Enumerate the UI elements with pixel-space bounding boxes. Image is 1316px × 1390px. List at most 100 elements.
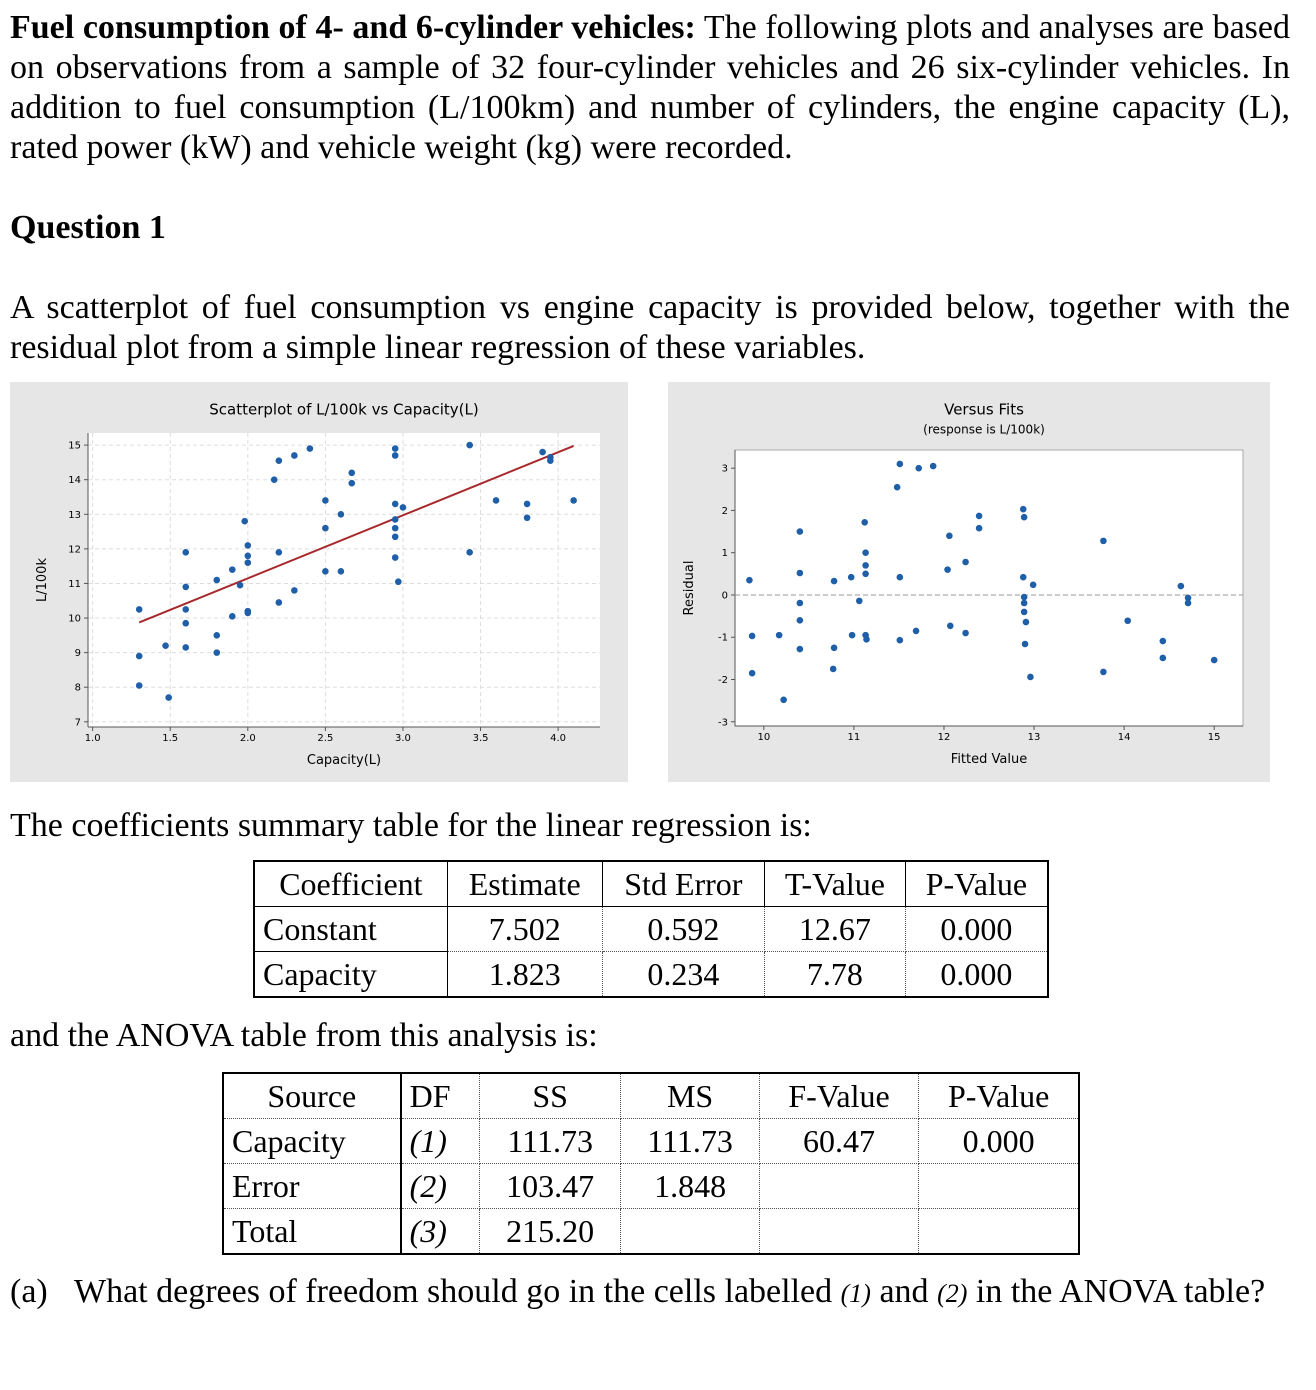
y-axis-label: L/100k [35, 558, 50, 602]
point [1020, 608, 1028, 616]
part-a-text: What degrees of freedom should go in the… [74, 1273, 841, 1310]
x-tick-label: 11 [848, 732, 861, 743]
point [896, 636, 904, 644]
point [391, 533, 399, 541]
point [1019, 573, 1027, 581]
point [748, 669, 756, 677]
plot-area [734, 449, 1244, 727]
point [1019, 505, 1027, 513]
y-tick-label: 1 [722, 548, 728, 559]
point [395, 578, 402, 586]
x-tick-label: 2.5 [317, 733, 333, 744]
point [275, 457, 283, 464]
y-tick-label: 7 [75, 717, 81, 728]
y-tick-label: 11 [68, 579, 81, 590]
x-tick-label: 14 [1118, 732, 1131, 743]
y-tick-label: 13 [68, 510, 81, 521]
point [775, 631, 783, 639]
point [1210, 656, 1218, 664]
point [893, 483, 901, 491]
y-tick-label: -1 [718, 633, 728, 644]
intro: Fuel consumption of 4- and 6-cylinder ve… [10, 8, 1290, 168]
x-tick-label: 3.5 [473, 733, 489, 744]
cell: 7.78 [764, 951, 906, 998]
point [182, 583, 190, 591]
point [862, 570, 869, 578]
point [348, 479, 356, 487]
cell: Total [222, 1208, 402, 1255]
y-tick-label: 2 [722, 506, 728, 517]
header-cell: Std Error [601, 860, 766, 907]
cell: 0.234 [601, 951, 766, 998]
intro-text: The following plots and analyses are bas… [10, 9, 1291, 166]
point [796, 645, 804, 653]
point [244, 559, 252, 567]
point [391, 524, 399, 532]
point [466, 549, 473, 556]
point [135, 652, 143, 660]
point [228, 613, 236, 620]
point [322, 497, 329, 504]
point [862, 562, 869, 569]
cell: 7.502 [446, 906, 603, 952]
x-tick-label: 3.0 [395, 733, 411, 744]
point [492, 497, 500, 504]
part-a-label: (a) [10, 1273, 48, 1310]
point [322, 568, 329, 575]
point [830, 577, 838, 585]
point [1184, 599, 1192, 607]
point [391, 554, 399, 561]
point [929, 462, 937, 470]
point [1159, 654, 1167, 662]
header-cell: P-Value [904, 860, 1049, 907]
point [391, 500, 399, 508]
point [236, 581, 244, 589]
x-tick-label: 10 [757, 732, 770, 743]
y-tick-label: 10 [68, 614, 81, 625]
point [796, 569, 804, 577]
part-a-text: in the ANOVA table? [967, 1273, 1266, 1310]
point [275, 599, 283, 606]
coefficients-table: Coefficient Estimate Std Error T-Value P-Val… [253, 860, 1049, 998]
empty-cell [918, 1208, 1080, 1255]
fit-line [138, 444, 575, 624]
point [213, 649, 221, 656]
point [1022, 618, 1030, 626]
point [182, 619, 190, 627]
point [1029, 581, 1037, 589]
point [182, 549, 190, 556]
point [1100, 537, 1107, 545]
y-tick-label: -3 [718, 717, 728, 728]
part-a-text: and [870, 1273, 938, 1310]
point [1184, 594, 1192, 602]
point [244, 542, 252, 549]
point [962, 558, 969, 566]
empty-cell [758, 1163, 920, 1209]
point [391, 445, 399, 452]
point [1177, 582, 1185, 590]
point [1159, 637, 1167, 645]
row: Constant 7.502 0.592 12.67 0.000 [253, 906, 1049, 952]
point [244, 552, 252, 560]
cell: Constant [253, 906, 448, 952]
point [1020, 599, 1028, 607]
x-tick-label: 4.0 [550, 733, 566, 744]
cell: Error [222, 1163, 402, 1209]
cell: (3) [400, 1208, 480, 1255]
coefficients-intro: The coefficients summary table for the l… [10, 807, 812, 844]
point [1020, 513, 1028, 521]
header-cell: T-Value [764, 860, 906, 907]
residual-plot: Versus Fits(response is L/100k)10 11 12 13 1… [668, 382, 1270, 782]
point [182, 606, 190, 613]
point [391, 452, 399, 459]
y-tick-label: 14 [68, 475, 81, 486]
cell: 111.73 [620, 1118, 760, 1164]
point [796, 617, 804, 624]
empty-cell [620, 1208, 760, 1255]
point [135, 682, 143, 689]
point [946, 532, 953, 540]
point [241, 517, 249, 525]
point [862, 549, 869, 557]
cell: 215.20 [478, 1208, 622, 1255]
